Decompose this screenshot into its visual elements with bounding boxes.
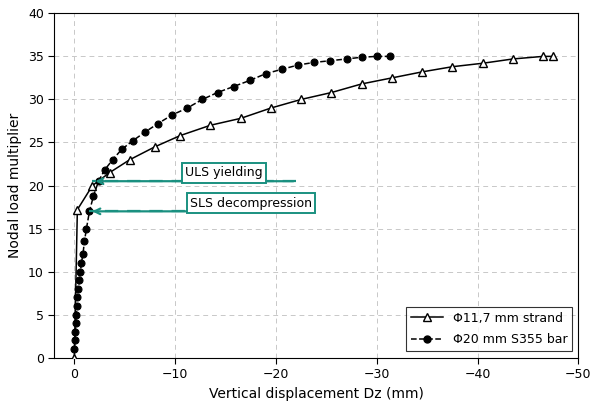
- Legend: Φ11,7 mm strand, Φ20 mm S355 bar: Φ11,7 mm strand, Φ20 mm S355 bar: [406, 307, 572, 351]
- X-axis label: Vertical displacement Dz (mm): Vertical displacement Dz (mm): [209, 387, 424, 401]
- Y-axis label: Nodal load multiplier: Nodal load multiplier: [8, 113, 22, 258]
- Text: SLS decompression: SLS decompression: [190, 197, 312, 210]
- Text: ULS yielding: ULS yielding: [185, 166, 263, 180]
